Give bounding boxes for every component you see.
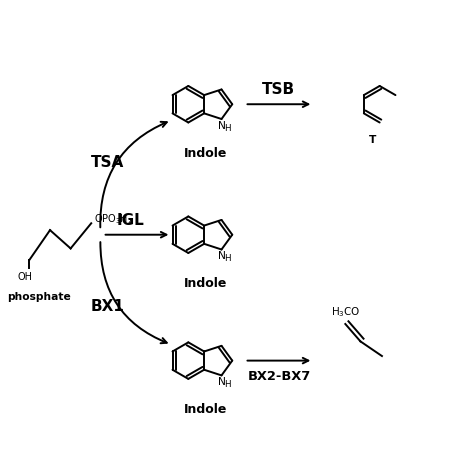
Text: N: N [218,251,226,262]
Text: H: H [224,255,230,264]
Text: Indole: Indole [184,403,228,416]
Text: OH: OH [18,272,32,283]
Text: phosphate: phosphate [7,292,71,301]
Text: TSB: TSB [263,82,295,97]
Text: Indole: Indole [184,147,228,160]
Text: Indole: Indole [184,277,228,290]
Text: IGL: IGL [116,213,144,228]
Text: BX1: BX1 [91,299,124,314]
Text: TSA: TSA [91,155,124,170]
Text: $\mathsf{OPO_3H_2}$: $\mathsf{OPO_3H_2}$ [93,212,133,226]
Text: H: H [224,124,230,133]
Text: BX2-BX7: BX2-BX7 [247,370,310,383]
Text: H: H [224,381,230,390]
Text: T: T [369,135,376,145]
Text: $\mathsf{H_3CO}$: $\mathsf{H_3CO}$ [330,306,360,319]
Text: N: N [218,121,226,131]
Text: N: N [218,377,226,387]
